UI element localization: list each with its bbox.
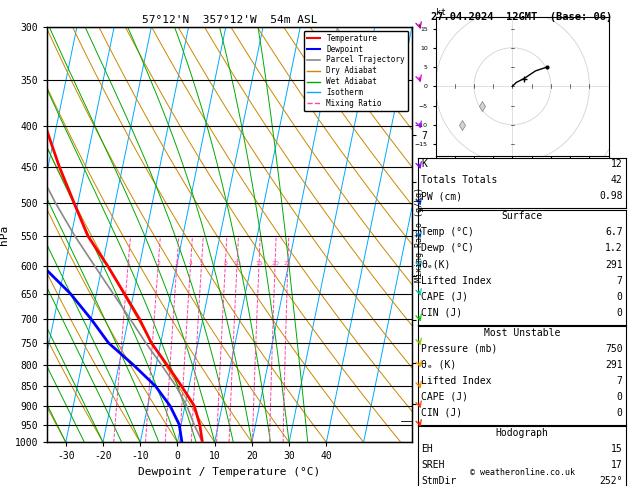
Text: CIN (J): CIN (J): [421, 308, 462, 318]
Text: Mixing Ratio (g/kg): Mixing Ratio (g/kg): [415, 187, 424, 282]
Title: 57°12'N  357°12'W  54m ASL: 57°12'N 357°12'W 54m ASL: [142, 15, 318, 25]
Text: 2: 2: [156, 261, 160, 266]
Text: 25: 25: [284, 261, 292, 266]
Text: CIN (J): CIN (J): [421, 408, 462, 418]
Text: 42: 42: [611, 175, 623, 186]
Text: StmDir: StmDir: [421, 476, 457, 486]
Text: EH: EH: [421, 444, 433, 454]
Text: Surface: Surface: [501, 211, 543, 222]
Text: 15: 15: [611, 444, 623, 454]
Text: © weatheronline.co.uk: © weatheronline.co.uk: [470, 468, 574, 477]
Text: 4: 4: [189, 261, 192, 266]
Text: 27.04.2024  12GMT  (Base: 06): 27.04.2024 12GMT (Base: 06): [431, 12, 613, 22]
Text: Lifted Index: Lifted Index: [421, 376, 492, 386]
Text: 0.98: 0.98: [599, 191, 623, 202]
Text: θₑ(K): θₑ(K): [421, 260, 451, 270]
Text: SREH: SREH: [421, 460, 445, 470]
Text: 1.2: 1.2: [605, 243, 623, 254]
Y-axis label: km
ASL: km ASL: [443, 235, 460, 256]
Text: 0: 0: [617, 408, 623, 418]
Text: Temp (°C): Temp (°C): [421, 227, 474, 238]
Text: Dewp (°C): Dewp (°C): [421, 243, 474, 254]
Text: CAPE (J): CAPE (J): [421, 292, 469, 302]
Text: 1: 1: [126, 261, 130, 266]
Text: kt: kt: [435, 8, 445, 17]
Legend: Temperature, Dewpoint, Parcel Trajectory, Dry Adiabat, Wet Adiabat, Isotherm, Mi: Temperature, Dewpoint, Parcel Trajectory…: [304, 31, 408, 111]
Text: 0: 0: [617, 292, 623, 302]
Text: 6.7: 6.7: [605, 227, 623, 238]
Text: 10: 10: [233, 261, 241, 266]
Text: 7: 7: [617, 376, 623, 386]
Text: 291: 291: [605, 260, 623, 270]
Text: 8: 8: [223, 261, 227, 266]
Text: Pressure (mb): Pressure (mb): [421, 344, 498, 354]
Y-axis label: hPa: hPa: [0, 225, 9, 244]
Text: 20: 20: [271, 261, 279, 266]
Text: LCL: LCL: [441, 417, 456, 425]
Text: 5: 5: [199, 261, 203, 266]
Text: 17: 17: [611, 460, 623, 470]
Text: 3: 3: [175, 261, 179, 266]
Text: 15: 15: [255, 261, 263, 266]
Text: 0: 0: [617, 308, 623, 318]
Text: θₑ (K): θₑ (K): [421, 360, 457, 370]
Text: 0: 0: [617, 392, 623, 402]
X-axis label: Dewpoint / Temperature (°C): Dewpoint / Temperature (°C): [138, 467, 321, 477]
Text: Hodograph: Hodograph: [496, 428, 548, 438]
Text: 291: 291: [605, 360, 623, 370]
Text: 7: 7: [617, 276, 623, 286]
Text: Lifted Index: Lifted Index: [421, 276, 492, 286]
Text: Most Unstable: Most Unstable: [484, 328, 560, 338]
Text: K: K: [421, 159, 427, 170]
Text: 750: 750: [605, 344, 623, 354]
Text: 12: 12: [611, 159, 623, 170]
Text: Totals Totals: Totals Totals: [421, 175, 498, 186]
Text: 252°: 252°: [599, 476, 623, 486]
Text: CAPE (J): CAPE (J): [421, 392, 469, 402]
Text: PW (cm): PW (cm): [421, 191, 462, 202]
